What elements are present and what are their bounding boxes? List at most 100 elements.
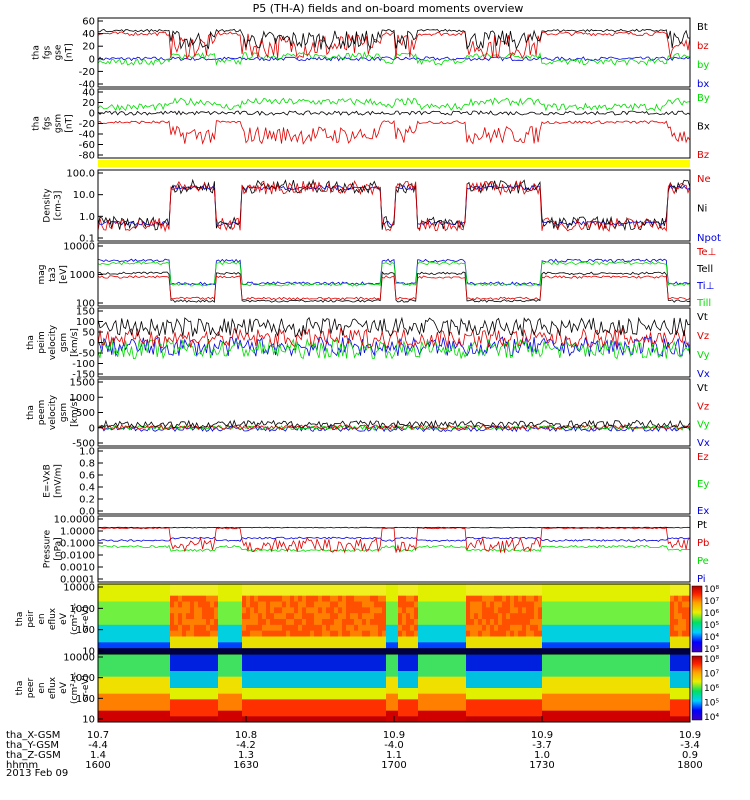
spectrogram-cell [162, 636, 167, 643]
x-tick-label-y_gsm: -3.7 [532, 740, 552, 751]
spectrogram-cell [266, 676, 271, 683]
spectrogram-cell [686, 595, 691, 602]
spectrogram-cell [370, 682, 375, 689]
y-tick-label: -100 [72, 359, 95, 370]
spectrogram-cell [490, 682, 495, 689]
spectrogram-cell [402, 642, 407, 649]
spectrogram-cell [526, 642, 531, 649]
spectrogram-cell [494, 642, 499, 649]
spectrogram-cell [182, 619, 187, 626]
spectrogram-cell [270, 671, 275, 678]
spectrogram-cell [454, 589, 459, 597]
spectrogram-cell [114, 705, 119, 712]
spectrogram-cell [514, 584, 519, 591]
spectrogram-cell [422, 710, 427, 717]
y-tick-label: 60 [82, 17, 95, 28]
spectrogram-cell [110, 654, 115, 661]
spectrogram-cell [166, 716, 171, 723]
spectrogram-cell [606, 630, 611, 637]
spectrogram-cell [462, 659, 467, 666]
spectrogram-cell [354, 682, 359, 689]
spectrogram-cell [310, 676, 315, 683]
spectrogram-cell [158, 671, 163, 678]
spectrogram-cell [466, 716, 471, 723]
spectrogram-cell [586, 705, 591, 712]
y-tick-label: -500 [72, 439, 95, 450]
spectrogram-cell [198, 693, 203, 700]
spectrogram-cell [310, 619, 315, 626]
spectrogram-cell [362, 619, 367, 626]
spectrogram-cell [462, 699, 467, 706]
spectrogram-cell [566, 705, 571, 712]
spectrogram-cell [226, 584, 231, 591]
spectrogram-cell [618, 648, 623, 655]
spectrogram-cell [598, 682, 603, 689]
spectrogram-cell [662, 595, 667, 602]
spectrogram-cell [406, 654, 411, 661]
y-axis-label-line: tha [26, 405, 36, 420]
spectrogram-cell [110, 688, 115, 695]
spectrogram-cell [570, 688, 575, 695]
spectrogram-cell [158, 659, 163, 666]
spectrogram-cell [642, 716, 647, 723]
spectrogram-cell [318, 601, 323, 608]
series-ti-par [97, 260, 691, 287]
spectrogram-cell [406, 693, 411, 700]
spectrogram-cell [454, 693, 459, 700]
spectrogram-cell [526, 595, 531, 602]
spectrogram-cell [598, 699, 603, 706]
spectrogram-cell [98, 705, 103, 712]
spectrogram-cell [426, 710, 431, 717]
spectrogram-cell [338, 619, 343, 626]
spectrogram-cell [650, 630, 655, 637]
spectrogram-cell [590, 710, 595, 717]
spectrogram-cell [202, 716, 207, 723]
legend-npot: Npot [697, 233, 721, 244]
spectrogram-cell [510, 584, 515, 591]
spectrogram-cell [546, 613, 551, 620]
spectrogram-cell [106, 642, 111, 649]
spectrogram-cell [402, 613, 407, 620]
spectrogram-cell [242, 584, 247, 591]
spectrogram-cell [646, 699, 651, 706]
spectrogram-cell [122, 619, 127, 626]
spectrogram-cell [438, 624, 443, 632]
spectrogram-cell [362, 699, 367, 706]
spectrogram-cell [502, 705, 507, 712]
spectrogram-cell [358, 654, 363, 661]
spectrogram-cell [566, 642, 571, 649]
spectrogram-cell [630, 688, 635, 695]
spectrogram-cell [486, 693, 491, 700]
spectrogram-cell [250, 716, 255, 723]
spectrogram-cell [190, 699, 195, 706]
legend-bx: Bx [697, 122, 710, 133]
spectrogram-cell [626, 659, 631, 666]
spectrogram-cell [254, 636, 259, 643]
spectrogram-cell [118, 699, 123, 706]
spectrogram-cell [486, 584, 491, 591]
spectrogram-cell [590, 630, 595, 637]
spectrogram-cell [374, 676, 379, 683]
spectrogram-cell [546, 648, 551, 655]
spectrogram-cell [114, 642, 119, 649]
spectrogram-cell [462, 676, 467, 683]
spectrogram-cell [334, 595, 339, 602]
spectrogram-cell [294, 716, 299, 723]
y-axis-label-line: sr-eV) [81, 606, 91, 632]
spectrogram-cell [358, 693, 363, 700]
spectrogram-cell [170, 654, 175, 661]
spectrogram-cell [266, 688, 271, 695]
spectrogram-cell [590, 584, 595, 591]
y-tick-label: 100 [76, 299, 95, 310]
spectrogram-cell [382, 601, 387, 608]
spectrogram-cell [326, 613, 331, 620]
spectrogram-cell [210, 693, 215, 700]
spectrogram-cell [514, 688, 519, 695]
spectrogram-cell [138, 665, 143, 672]
spectrogram-cell [318, 705, 323, 712]
spectrogram-cell [346, 619, 351, 626]
spectrogram-cell [338, 630, 343, 637]
spectrogram-cell [370, 636, 375, 643]
spectrogram-cell [274, 595, 279, 602]
spectrogram-cell [282, 584, 287, 591]
